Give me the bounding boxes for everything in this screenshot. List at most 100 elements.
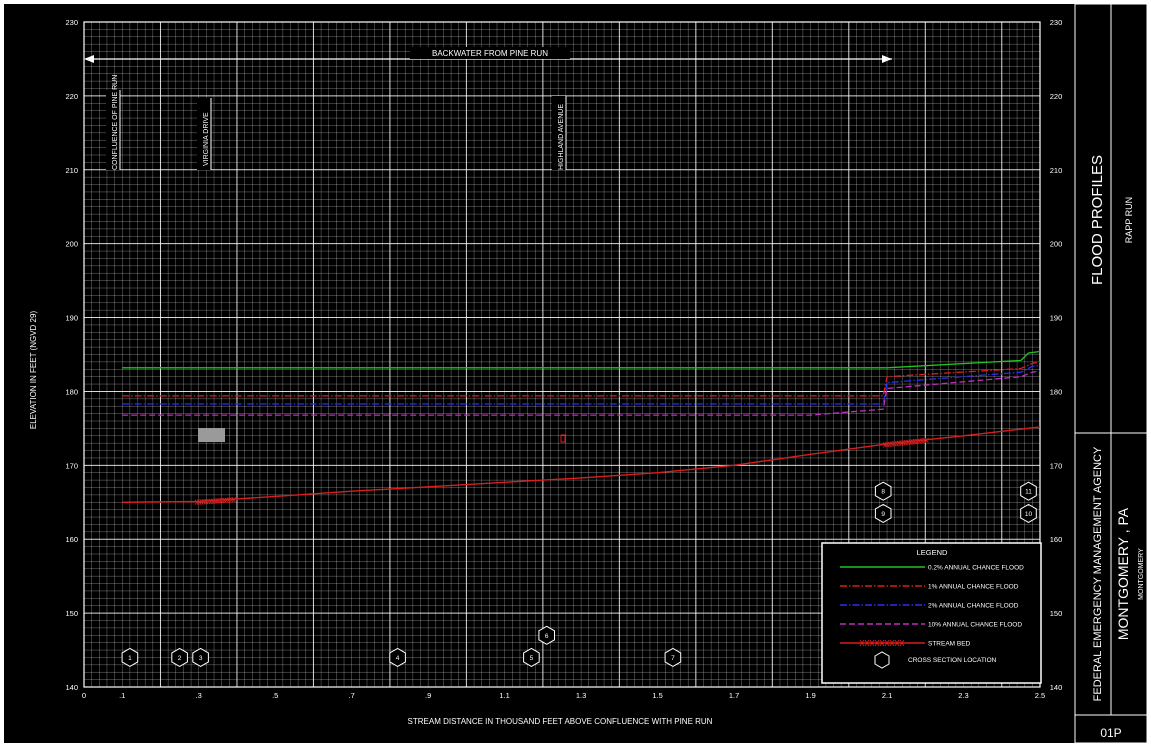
- legend-label-0: 0.2% ANNUAL CHANCE FLOOD: [928, 565, 1024, 572]
- cross-section-label: 2: [178, 655, 182, 662]
- structure-label-confluence: CONFLUENCE OF PINE RUN: [106, 75, 121, 170]
- stream-bed-hatching: [194, 437, 929, 505]
- cross-section-marker: 6: [538, 625, 555, 645]
- cross-section-label: 4: [396, 655, 400, 662]
- backwater-annotation: BACKWATER FROM PINE RUN: [84, 47, 892, 63]
- cross-section-marker: 8: [874, 481, 892, 501]
- y-tick-label-right: 190: [1050, 314, 1063, 323]
- y-tick-label-right: 200: [1050, 240, 1063, 249]
- x-tick-label: 1.3: [576, 691, 586, 700]
- structure-text-confluence: CONFLUENCE OF PINE RUN: [112, 75, 119, 170]
- culvert-block-marker: [198, 428, 225, 442]
- y-tick-label-left: 170: [65, 461, 78, 470]
- y-axis-label: ELEVATION IN FEET (NGVD 29): [29, 311, 38, 430]
- structure-label-virginia-drive: VIRGINIA DRIVE: [197, 98, 212, 170]
- cross-section-hexagon: [538, 625, 555, 645]
- x-tick-label: 1.9: [805, 691, 815, 700]
- x-tick-label: 2.3: [958, 691, 968, 700]
- legend-label-2: 2% ANNUAL CHANCE FLOOD: [928, 603, 1019, 610]
- cross-section-label: 8: [881, 489, 885, 496]
- legend-cross-section-icon: [874, 651, 890, 669]
- county-name: MONTGOMERY: [1138, 548, 1145, 600]
- series-line-1: [122, 361, 1041, 397]
- agency-name: FEDERAL EMERGENCY MANAGEMENT AGENCY: [1092, 446, 1104, 701]
- legend-label-cross-section: CROSS SECTION LOCATION: [908, 657, 997, 664]
- cross-section-hexagon: [171, 647, 188, 667]
- structure-text-highland: HIGHLAND AVENUE: [558, 104, 565, 170]
- structure-label-highland-avenue: HIGHLAND AVENUE: [552, 96, 567, 170]
- y-tick-label-left: 210: [65, 166, 78, 175]
- cross-section-marker: 9: [874, 503, 892, 523]
- y-tick-label-right: 160: [1050, 535, 1063, 544]
- x-tick-label: 2.1: [882, 691, 892, 700]
- cross-section-hexagon: [1020, 503, 1037, 523]
- legend-label-4: STREAM BED: [928, 641, 971, 648]
- y-tick-label-right: 220: [1050, 92, 1063, 101]
- cross-section-hexagon: [523, 647, 540, 667]
- cross-section-label: 9: [881, 511, 885, 518]
- y-tick-label-right: 210: [1050, 166, 1063, 175]
- plot-border: [83, 21, 1041, 688]
- cross-section-hexagon: [664, 647, 682, 667]
- x-tick-label: .7: [349, 691, 355, 700]
- cross-section-marker: 11: [1020, 481, 1037, 501]
- structure-label-highland-mask: [552, 96, 566, 170]
- y-tick-label-left: 180: [65, 387, 78, 396]
- stream-bed-hatch: [882, 437, 929, 448]
- series-line-2: [122, 364, 1041, 405]
- backwater-label: BACKWATER FROM PINE RUN: [432, 49, 548, 58]
- backwater-arrow-right-head: [882, 55, 892, 63]
- legend: LEGEND 0.2% ANNUAL CHANCE FLOOD 1% ANNUAL…: [821, 542, 1042, 684]
- cross-section-label: 7: [671, 655, 675, 662]
- x-axis-label: STREAM DISTANCE IN THOUSAND FEET ABOVE C…: [408, 717, 713, 726]
- backwater-arrow-left-head: [84, 55, 94, 63]
- legend-swatch-hatch: [859, 639, 905, 647]
- y-tick-label-right: 150: [1050, 609, 1063, 618]
- sheet-title: FLOOD PROFILES: [1089, 155, 1106, 285]
- x-tick-label: 1.1: [499, 691, 509, 700]
- cross-section-label: 5: [530, 655, 534, 662]
- cross-section-marker: 7: [664, 647, 682, 667]
- backwater-label-mask: [410, 47, 570, 59]
- y-tick-label-left: 200: [65, 240, 78, 249]
- cross-section-label: 6: [545, 633, 549, 640]
- legend-items: 0.2% ANNUAL CHANCE FLOOD 1% ANNUAL CHANCE…: [840, 565, 1024, 648]
- legend-label-1: 1% ANNUAL CHANCE FLOOD: [928, 584, 1019, 591]
- x-tick-label: 1.7: [729, 691, 739, 700]
- x-tick-label: 2.5: [1035, 691, 1045, 700]
- x-tick-label: .3: [196, 691, 202, 700]
- structure-text-virginia: VIRGINIA DRIVE: [203, 112, 210, 166]
- y-tick-label-left: 220: [65, 92, 78, 101]
- cross-section-marker: 2: [171, 647, 188, 667]
- stream-bed-hatch: [194, 497, 236, 505]
- cross-section-label: 11: [1025, 489, 1032, 496]
- series-line-3: [122, 370, 1041, 416]
- y-tick-label-right: 230: [1050, 18, 1063, 27]
- cross-section-hexagon: [121, 647, 139, 667]
- cross-section-markers: 1 2 3 4 5 6 7 8 9 10 11: [121, 481, 1037, 667]
- cross-section-marker: 1: [121, 647, 139, 667]
- cross-section-hexagon: [1020, 481, 1037, 501]
- x-tick-label: 1.5: [652, 691, 662, 700]
- cross-section-hexagon: [389, 647, 406, 667]
- structure-label-virginia-mask: [197, 98, 211, 170]
- legend-label-3: 10% ANNUAL CHANCE FLOOD: [928, 622, 1022, 629]
- cross-section-label: 3: [199, 655, 203, 662]
- y-tick-label-right: 170: [1050, 461, 1063, 470]
- panel-number: 01P: [1100, 726, 1121, 740]
- structure-label-confluence-mask: [106, 90, 120, 170]
- y-tick-label-left: 140: [65, 683, 78, 692]
- cross-section-hexagon: [874, 503, 892, 523]
- cross-section-marker: 10: [1020, 503, 1037, 523]
- cross-section-marker: 4: [389, 647, 406, 667]
- cross-section-label: 1: [128, 655, 132, 662]
- community-name: MONTGOMERY , PA: [1115, 507, 1131, 640]
- cross-section-marker: 3: [192, 647, 209, 667]
- cross-section-marker: 5: [523, 647, 540, 667]
- y-tick-label-left: 230: [65, 18, 78, 27]
- y-tick-label-right: 140: [1050, 683, 1063, 692]
- y-tick-label-left: 160: [65, 535, 78, 544]
